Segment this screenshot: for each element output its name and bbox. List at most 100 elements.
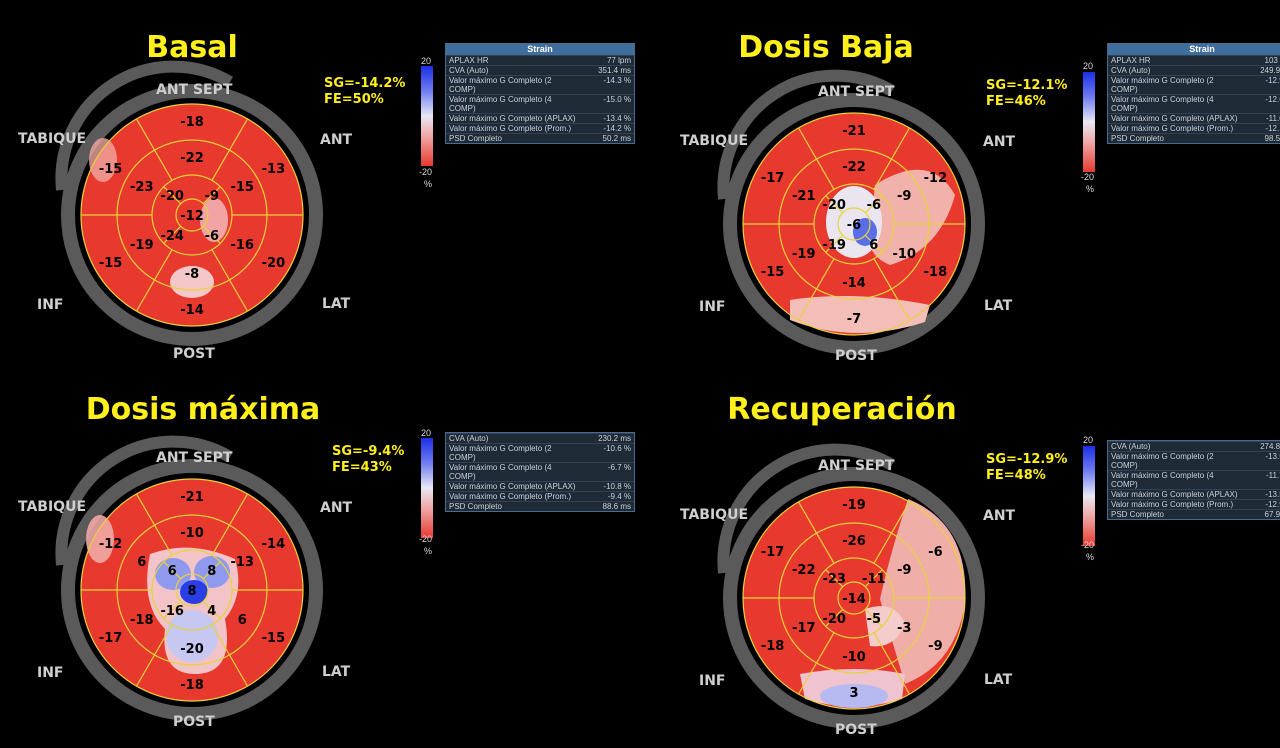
grid-ring [837, 581, 871, 615]
label-lat: LAT [322, 296, 351, 312]
panel-recuperacion: Recuperación -19 -6 -9 3 -18 -17 -26 -9 -3 -10 -17… [640, 374, 1280, 748]
segment-value: -20 [160, 189, 184, 204]
color-scale [1083, 446, 1095, 546]
outer-ring [61, 84, 323, 346]
ejection-fraction: FE=43% [332, 460, 392, 475]
blend-area [194, 556, 230, 588]
row-label: Valor máximo G Completo (APLAX) [1111, 114, 1238, 123]
row-value: -10.6 % [603, 444, 631, 453]
grid-spoke [202, 600, 221, 619]
segment-value: -19 [130, 238, 154, 253]
row-value: -12.9 % [1265, 76, 1280, 85]
label-post: POST [173, 714, 215, 730]
grid-spoke [202, 186, 221, 205]
grid-spoke [211, 493, 249, 556]
row-label: CVA (Auto) [449, 66, 489, 75]
segment-grid [80, 478, 304, 702]
grid-spoke [873, 127, 911, 190]
segment-value: -23 [130, 180, 154, 195]
grid-spoke [864, 608, 883, 627]
table-row: Valor máximo G Completo (2 COMP) -14.3 % [446, 75, 634, 94]
segment-value: -18 [924, 265, 948, 280]
segment-value: -15 [99, 162, 123, 177]
row-label: Valor máximo G Completo (APLAX) [449, 482, 576, 491]
grid-spoke [135, 249, 173, 312]
table-row: Valor máximo G Completo (APLAX) -11.0 % [1108, 113, 1280, 123]
segment-value: -22 [180, 151, 204, 166]
table-header: Strain [446, 44, 634, 55]
row-value: -14.2 % [603, 124, 631, 133]
segment-value: -14 [842, 276, 866, 291]
row-label: PSD Completo [1111, 510, 1164, 519]
table-row: Valor máximo G Completo (4 COMP) -11.7 % [1108, 470, 1280, 489]
blend-area [170, 266, 214, 298]
segment-value: -10 [180, 526, 204, 541]
panel-title: Basal [146, 30, 238, 65]
segment-value: -21 [842, 124, 866, 139]
ejection-fraction: FE=46% [986, 94, 1046, 109]
label-lat: LAT [984, 298, 1013, 314]
row-value: 88.6 ms [602, 502, 631, 511]
segment-value: -6 [928, 545, 942, 560]
blend-area [790, 296, 930, 334]
row-value: -12.9 % [1265, 500, 1280, 509]
outer-ring [61, 459, 323, 721]
segment-value: -13 [262, 162, 286, 177]
segment-value: -11 [862, 572, 886, 587]
color-scale [421, 66, 433, 166]
segment-value: -20 [822, 198, 846, 213]
grid-ring [175, 198, 209, 232]
row-value: -13.5 % [1265, 490, 1280, 499]
row-value: -11.7 % [1266, 471, 1280, 480]
label-inf: INF [699, 299, 726, 315]
row-value: 98.5 ms [1264, 134, 1280, 143]
label-post: POST [173, 346, 215, 362]
ejection-fraction: FE=50% [324, 92, 384, 107]
global-strain: SG=-9.4% [332, 444, 405, 459]
row-label: Valor máximo G Completo (4 COMP) [449, 463, 552, 481]
segment-value: -18 [130, 613, 154, 628]
grid-spoke [797, 127, 835, 190]
table-row: Valor máximo G Completo (4 COMP) -15.0 % [446, 94, 634, 113]
label-inf: INF [37, 297, 64, 313]
segment-grid [742, 112, 966, 336]
row-value: -13.5 % [1265, 452, 1280, 461]
table-row: Valor máximo G Completo (APLAX) -13.5 % [1108, 489, 1280, 499]
table-row: Valor máximo G Completo (2 COMP) -10.6 % [446, 443, 634, 462]
segment-value: -9 [897, 189, 911, 204]
segment-value: -21 [792, 189, 816, 204]
blend-area [89, 138, 117, 182]
segment-value: 4 [207, 604, 216, 619]
scale-bottom: -20 [1081, 540, 1095, 550]
table-row: PSD Completo 67.9 ms [1108, 509, 1280, 519]
strain-table: Strain APLAX HR 77 lpm CVA (Auto) 351.4 ms V… [445, 43, 635, 144]
strain-summary: SG=-9.4% FE=43% [332, 444, 404, 476]
grid-spoke [135, 493, 173, 556]
outer-ring [723, 93, 985, 355]
segment-value: -21 [180, 490, 204, 505]
grid-spoke [864, 234, 883, 253]
blend-area [880, 499, 966, 684]
panel-basal: Basal -18 -13 -20 -14 -15 -15 -22 -15 -16 -8 -19 -2… [0, 0, 640, 374]
segment-value: -14 [262, 537, 286, 552]
segment-value: -9 [897, 563, 911, 578]
segment-value: -18 [180, 115, 204, 130]
row-label: PSD Completo [449, 502, 502, 511]
strain-table: Strain APLAX HR 103 lpm CVA (Auto) 249.9 ms… [1107, 43, 1280, 144]
label-lat: LAT [322, 664, 351, 680]
label-inf: INF [37, 665, 64, 681]
row-label: Valor máximo G Completo (2 COMP) [449, 76, 552, 94]
row-label: Valor máximo G Completo (Prom.) [449, 492, 572, 501]
row-value: 351.4 ms [598, 66, 631, 75]
segment-value: -3 [897, 621, 911, 636]
ring-tail [55, 435, 234, 566]
row-value: -10.8 % [603, 482, 631, 491]
grid-spoke [825, 608, 844, 627]
segment-value: -14 [842, 592, 866, 607]
scale-unit: % [424, 546, 433, 556]
scale-top: 20 [421, 56, 432, 66]
row-label: Valor máximo G Completo (2 COMP) [1111, 452, 1214, 470]
segment-grid [80, 103, 304, 327]
